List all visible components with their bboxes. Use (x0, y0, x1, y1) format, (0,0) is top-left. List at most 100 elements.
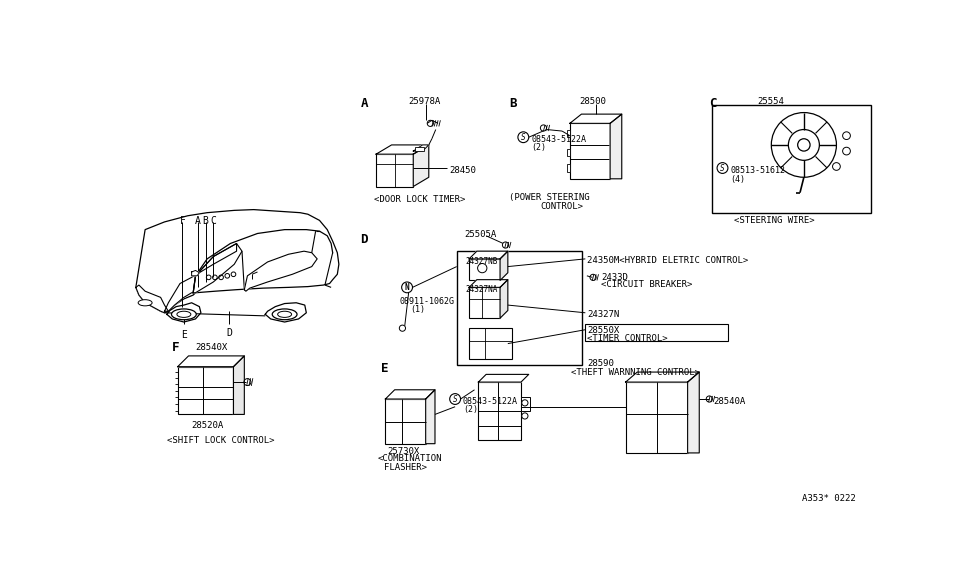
Polygon shape (469, 280, 508, 288)
Polygon shape (610, 114, 622, 179)
Circle shape (717, 162, 728, 173)
Text: <DOOR LOCK TIMER>: <DOOR LOCK TIMER> (373, 195, 465, 204)
Text: 28450: 28450 (448, 166, 476, 175)
Circle shape (402, 282, 412, 293)
Circle shape (518, 132, 528, 143)
Text: 08513-51612: 08513-51612 (730, 166, 785, 175)
Circle shape (789, 130, 819, 160)
Text: 28520A: 28520A (192, 421, 224, 430)
Circle shape (427, 121, 434, 126)
Polygon shape (500, 280, 508, 318)
Polygon shape (136, 209, 339, 313)
Circle shape (449, 393, 460, 405)
Text: (2): (2) (531, 143, 546, 152)
Text: <CIRCUIT BREAKER>: <CIRCUIT BREAKER> (601, 280, 692, 289)
Polygon shape (500, 251, 508, 280)
Bar (585, 324, 728, 341)
Circle shape (706, 396, 713, 402)
Bar (177, 367, 233, 414)
Bar (566, 130, 569, 137)
Text: C: C (710, 97, 717, 110)
Circle shape (842, 147, 850, 155)
Text: 28540X: 28540X (196, 343, 228, 352)
Circle shape (478, 264, 487, 273)
Polygon shape (569, 114, 622, 123)
Text: <COMBINATION: <COMBINATION (377, 454, 442, 464)
Bar (569, 123, 610, 179)
Polygon shape (193, 243, 242, 293)
Circle shape (231, 272, 236, 277)
Text: 08543-5122A: 08543-5122A (531, 135, 586, 144)
Text: A: A (195, 216, 201, 226)
Text: <SHIFT LOCK CONTROL>: <SHIFT LOCK CONTROL> (167, 436, 274, 445)
Polygon shape (192, 271, 199, 276)
Text: A: A (361, 97, 369, 110)
Bar (414, 147, 424, 151)
Text: S: S (721, 164, 724, 173)
Circle shape (833, 162, 840, 170)
Bar (713, 105, 872, 213)
Text: <TIMER CONTROL>: <TIMER CONTROL> (587, 335, 668, 344)
Text: 25554: 25554 (758, 97, 784, 106)
Polygon shape (479, 374, 528, 382)
Text: E: E (181, 330, 187, 340)
Polygon shape (167, 303, 201, 322)
Text: <STEERING WIRE>: <STEERING WIRE> (734, 216, 815, 225)
Bar (469, 328, 512, 359)
Circle shape (771, 113, 837, 177)
Text: B: B (509, 97, 517, 110)
Bar (469, 288, 500, 318)
Text: D: D (226, 328, 232, 338)
Bar (566, 164, 569, 172)
Bar (376, 154, 413, 187)
Bar (521, 397, 530, 411)
Polygon shape (626, 372, 699, 382)
Polygon shape (376, 145, 429, 154)
Circle shape (207, 275, 211, 280)
Polygon shape (385, 390, 435, 399)
Ellipse shape (272, 309, 297, 320)
Ellipse shape (176, 311, 191, 318)
Text: B: B (203, 216, 209, 226)
Bar (626, 382, 687, 453)
Polygon shape (177, 356, 245, 367)
Text: 25978A: 25978A (409, 97, 441, 106)
Ellipse shape (172, 309, 196, 320)
Text: 2433D: 2433D (601, 273, 628, 282)
Bar (385, 399, 426, 444)
Ellipse shape (138, 299, 152, 306)
Polygon shape (233, 356, 245, 414)
Circle shape (540, 125, 547, 131)
Text: E: E (381, 362, 389, 375)
Circle shape (842, 132, 850, 140)
Text: A353* 0222: A353* 0222 (802, 494, 856, 503)
Text: (POWER STEERING: (POWER STEERING (509, 192, 590, 201)
Bar (566, 149, 569, 156)
Text: 25505A: 25505A (464, 230, 496, 239)
Circle shape (213, 275, 217, 280)
Polygon shape (413, 145, 429, 151)
Text: 24327NA: 24327NA (465, 285, 497, 294)
Ellipse shape (278, 311, 292, 318)
Polygon shape (165, 243, 237, 311)
Text: <THEFT WARNNING CONTROL>: <THEFT WARNNING CONTROL> (571, 368, 700, 377)
Text: D: D (361, 233, 369, 246)
Polygon shape (413, 145, 429, 187)
Polygon shape (469, 251, 508, 259)
Text: FLASHER>: FLASHER> (384, 463, 427, 472)
Polygon shape (687, 372, 699, 453)
Text: C: C (211, 216, 216, 226)
Text: (1): (1) (410, 305, 425, 314)
Text: (4): (4) (730, 175, 745, 184)
Text: F: F (173, 341, 179, 354)
Circle shape (502, 242, 509, 248)
Text: 28540A: 28540A (713, 397, 746, 406)
Circle shape (798, 139, 810, 151)
Text: F: F (179, 216, 185, 226)
Text: (2): (2) (463, 405, 478, 414)
Circle shape (522, 400, 528, 406)
Bar (456, 251, 582, 365)
Text: 08911-1062G: 08911-1062G (400, 297, 454, 306)
Polygon shape (245, 251, 317, 291)
Text: 28500: 28500 (579, 97, 606, 106)
